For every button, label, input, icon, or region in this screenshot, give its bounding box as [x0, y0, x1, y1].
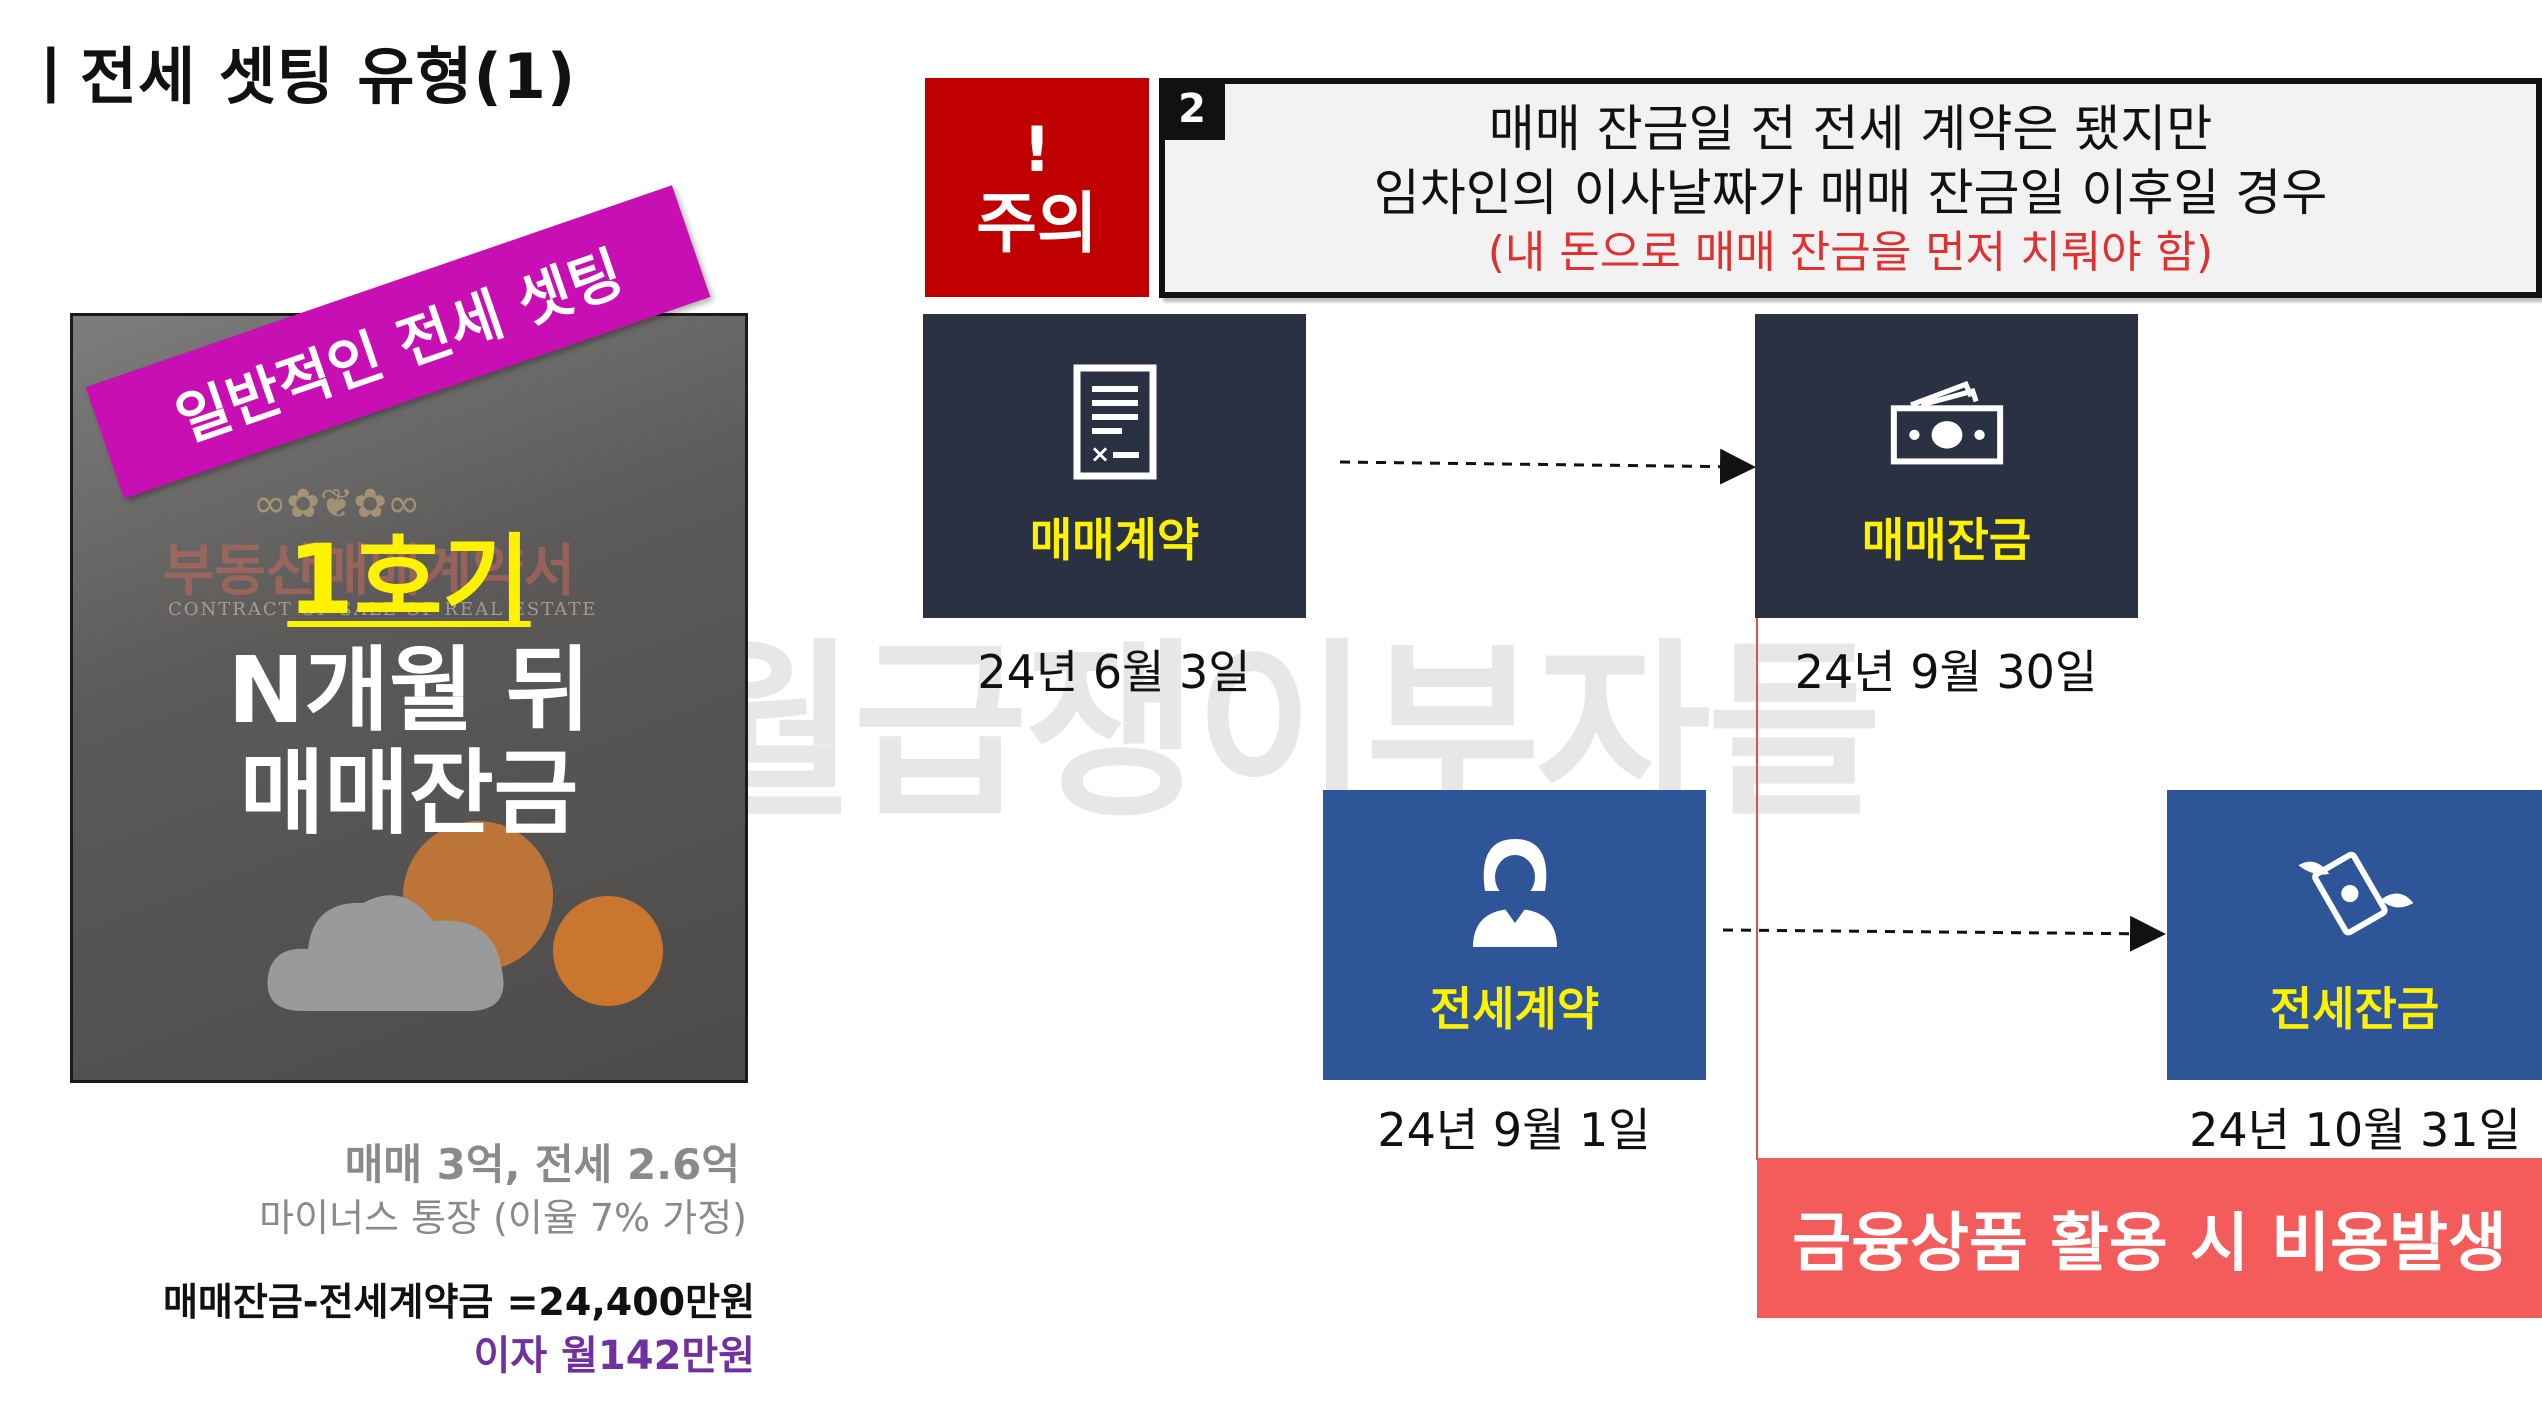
notice-box: 2 매매 잔금일 전 전세 계약은 됐지만 임차인의 이사날짜가 매매 잔금일 … — [1159, 78, 2542, 298]
interest-summary: 이자 월142만원 — [473, 1333, 755, 1379]
tenant-icon — [1472, 839, 1557, 947]
sale-contract-label: 매매계약 — [1029, 513, 1200, 567]
notice-line-3: (내 돈으로 매매 잔금을 먼저 치뤄야 함) — [1487, 226, 2214, 278]
jeonse-contract-date: 24년 9월 1일 — [1377, 1103, 1651, 1157]
notice-line-2: 임차인의 이사날짜가 매매 잔금일 이후일 경우 — [1373, 163, 2328, 222]
photo-doc-subtitle: CONTRACT OF SALE OF REAL ESTATE — [168, 599, 598, 620]
jeonse-balance-date: 24년 10월 31일 — [2189, 1103, 2521, 1157]
page-title: ㅣ전세 셋팅 유형(1) — [22, 40, 577, 113]
overlay-line-1: 1호기 — [287, 524, 531, 636]
flying-money-icon — [2297, 851, 2413, 936]
sale-balance-box: 매매잔금 — [1755, 314, 2138, 618]
jeonse-balance-label: 전세잔금 — [2269, 982, 2440, 1036]
sale-arrow — [1339, 448, 1756, 485]
jeonse-contract-label: 전세계약 — [1429, 982, 1600, 1036]
ornament-icon: ∞✿❦✿∞ — [253, 481, 421, 527]
overlay-line-2: N개월 뒤 — [227, 637, 591, 744]
sale-balance-label: 매매잔금 — [1861, 513, 2032, 567]
warning-label: 주의 — [976, 184, 1098, 262]
notice-number: 2 — [1159, 78, 1225, 140]
overlay-line-3: 매매잔금 — [239, 740, 579, 848]
jeonse-contract-box: 전세계약 — [1323, 790, 1706, 1080]
warning-box: ! 주의 — [925, 78, 1149, 297]
cost-banner: 금융상품 활용 시 비용발생 — [1757, 1158, 2542, 1318]
balance-summary: 매매잔금-전세계약금 =24,400만원 — [162, 1280, 755, 1324]
money-icon — [1890, 381, 2003, 465]
overlay-lines: N개월 뒤 매매잔금 — [73, 639, 745, 845]
jeonse-balance-box: 전세잔금 — [2167, 790, 2542, 1080]
loan-summary: 마이너스 통장 (이율 7% 가정) — [259, 1196, 747, 1240]
sale-balance-date: 24년 9월 30일 — [1794, 645, 2098, 699]
photo-doc-title: 부동산매매계약서 — [163, 538, 576, 604]
svg-text:×: × — [1090, 440, 1110, 468]
notice-line-1: 매매 잔금일 전 전세 계약은 됐지만 — [1488, 99, 2213, 158]
sale-contract-date: 24년 6월 3일 — [977, 645, 1251, 699]
price-summary: 매매 3억, 전세 2.6억 — [344, 1140, 740, 1189]
contract-icon: × — [1073, 364, 1156, 480]
cloud-icon — [267, 895, 504, 1011]
jeonse-arrow — [1722, 915, 2166, 952]
exclamation-icon: ! — [1022, 112, 1052, 186]
sun-icon — [553, 896, 663, 1006]
sale-contract-box: × 매매계약 — [923, 314, 1306, 618]
